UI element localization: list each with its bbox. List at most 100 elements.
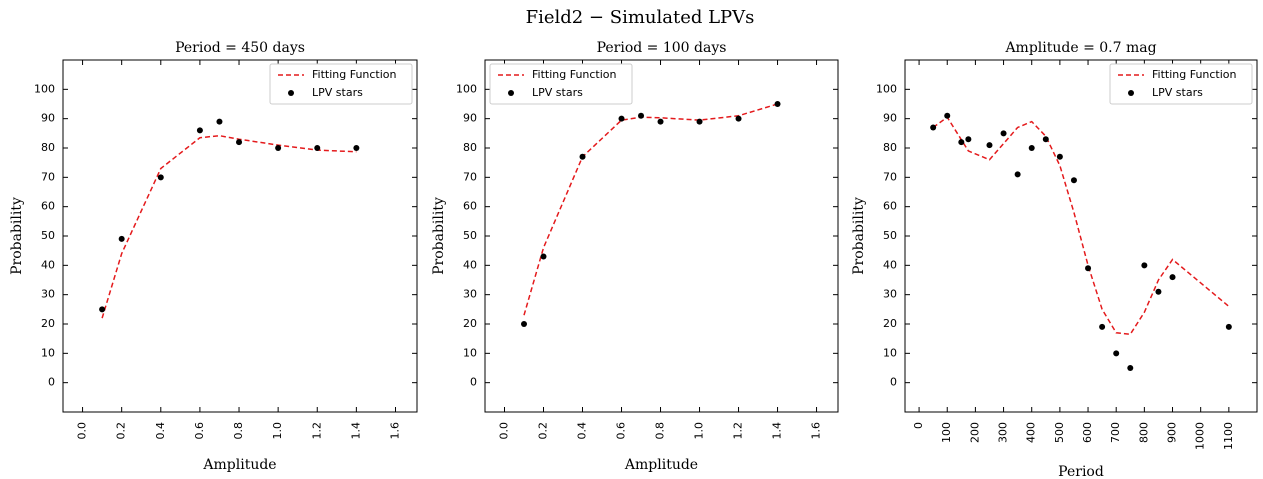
x-tick-label: 0.0 [498,422,511,440]
legend-box [489,63,633,105]
data-point [774,101,781,107]
y-tick-label: 80 [883,141,897,154]
data-point [930,124,937,131]
x-tick-label: 1.0 [271,422,284,440]
data-point [1169,274,1176,281]
y-tick-label: 60 [883,200,897,213]
data-point [196,127,203,134]
data-point [216,118,223,125]
x-tick-label: 100 [940,422,953,443]
data-point [1014,171,1021,178]
x-tick-label: 1.4 [349,422,362,440]
legend-marker [288,90,294,96]
subplot-title: Period = 450 days [175,40,305,56]
y-tick-label: 80 [463,141,477,154]
x-tick-label: 600 [1081,422,1094,443]
data-point [1056,153,1063,160]
data-point [236,139,243,146]
data-point [540,253,547,260]
legend-marker [1128,90,1134,96]
subplot: Period = 100 days Probability Amplitude 0 10… [431,40,839,473]
y-tick-label: 30 [41,288,55,301]
data-point [1099,323,1106,330]
data-point [314,145,321,151]
y-tick-label: 70 [883,170,897,183]
y-tick-label: 30 [463,288,477,301]
data-point [618,115,625,122]
axes-frame [62,59,418,413]
x-tick-label: 0 [912,422,925,429]
fit-line [932,116,1230,336]
legend: Fitting Function LPV stars [269,63,413,105]
x-tick-label: 1.0 [693,422,706,440]
x-tick-label: 0.8 [232,422,245,440]
legend-label: Fitting Function [532,68,617,81]
legend-marker [508,90,514,96]
subplot: Period = 450 days Probability Amplitude 0 10… [9,40,418,473]
legend-label: LPV stars [312,86,363,99]
x-tick-label: 0.2 [537,422,550,440]
legend: Fitting Function LPV stars [489,63,633,105]
data-point [157,174,164,181]
y-tick-label: 10 [41,346,55,359]
y-tick-label: 90 [41,112,55,125]
y-tick-label: 60 [463,200,477,213]
y-tick-label: 0 [470,376,477,389]
x-tick-label: 1.6 [810,422,823,440]
x-axis-label: Amplitude [624,457,698,473]
x-tick-label: 900 [1166,422,1179,443]
data-point [579,153,586,160]
figure-title: Field2 − Simulated LPVs [526,7,755,28]
y-tick-label: 50 [463,229,477,242]
y-tick-label: 100 [34,82,55,95]
y-axis-label: Probability [431,197,447,275]
subplot: Amplitude = 0.7 mag Probability Period 0 10 2… [851,40,1258,479]
data-point [353,145,360,151]
axes-frame [484,59,839,413]
y-tick-label: 40 [463,258,477,271]
data-point [986,142,993,149]
axes-frame [904,59,1258,413]
y-tick-label: 20 [883,317,897,330]
y-tick-label: 90 [463,112,477,125]
x-tick-label: 0.4 [576,422,589,440]
x-tick-label: 0.0 [76,422,89,440]
legend-label: LPV stars [1152,86,1203,99]
x-tick-label: 1.2 [310,422,323,440]
data-point [1070,177,1077,184]
x-axis-label: Period [1058,464,1104,479]
y-tick-label: 100 [876,82,897,95]
data-point [1113,350,1120,357]
y-tick-label: 70 [41,170,55,183]
x-tick-label: 0.4 [154,422,167,440]
data-point [735,115,742,122]
y-tick-label: 60 [41,200,55,213]
x-tick-label: 800 [1137,422,1150,443]
legend-box [269,63,413,105]
data-point [944,112,951,119]
y-axis-label: Probability [851,197,867,275]
x-tick-label: 200 [968,422,981,443]
y-tick-label: 50 [41,229,55,242]
data-point [275,145,282,151]
y-tick-label: 70 [463,170,477,183]
x-tick-label: 1.4 [771,422,784,440]
data-point [1141,262,1148,269]
y-tick-label: 30 [883,288,897,301]
data-point [118,235,125,242]
legend-box [1109,63,1253,105]
y-tick-label: 90 [883,112,897,125]
y-tick-label: 80 [41,141,55,154]
legend: Fitting Function LPV stars [1109,63,1253,105]
x-axis-label: Amplitude [202,457,276,473]
x-tick-label: 300 [997,422,1010,443]
x-tick-label: 700 [1109,422,1122,443]
x-tick-label: 500 [1053,422,1066,443]
legend-label: Fitting Function [312,68,397,81]
x-tick-label: 0.8 [654,422,667,440]
data-point [1127,365,1134,371]
x-tick-label: 1.6 [388,422,401,440]
y-tick-label: 50 [883,229,897,242]
data-point [1042,136,1049,143]
